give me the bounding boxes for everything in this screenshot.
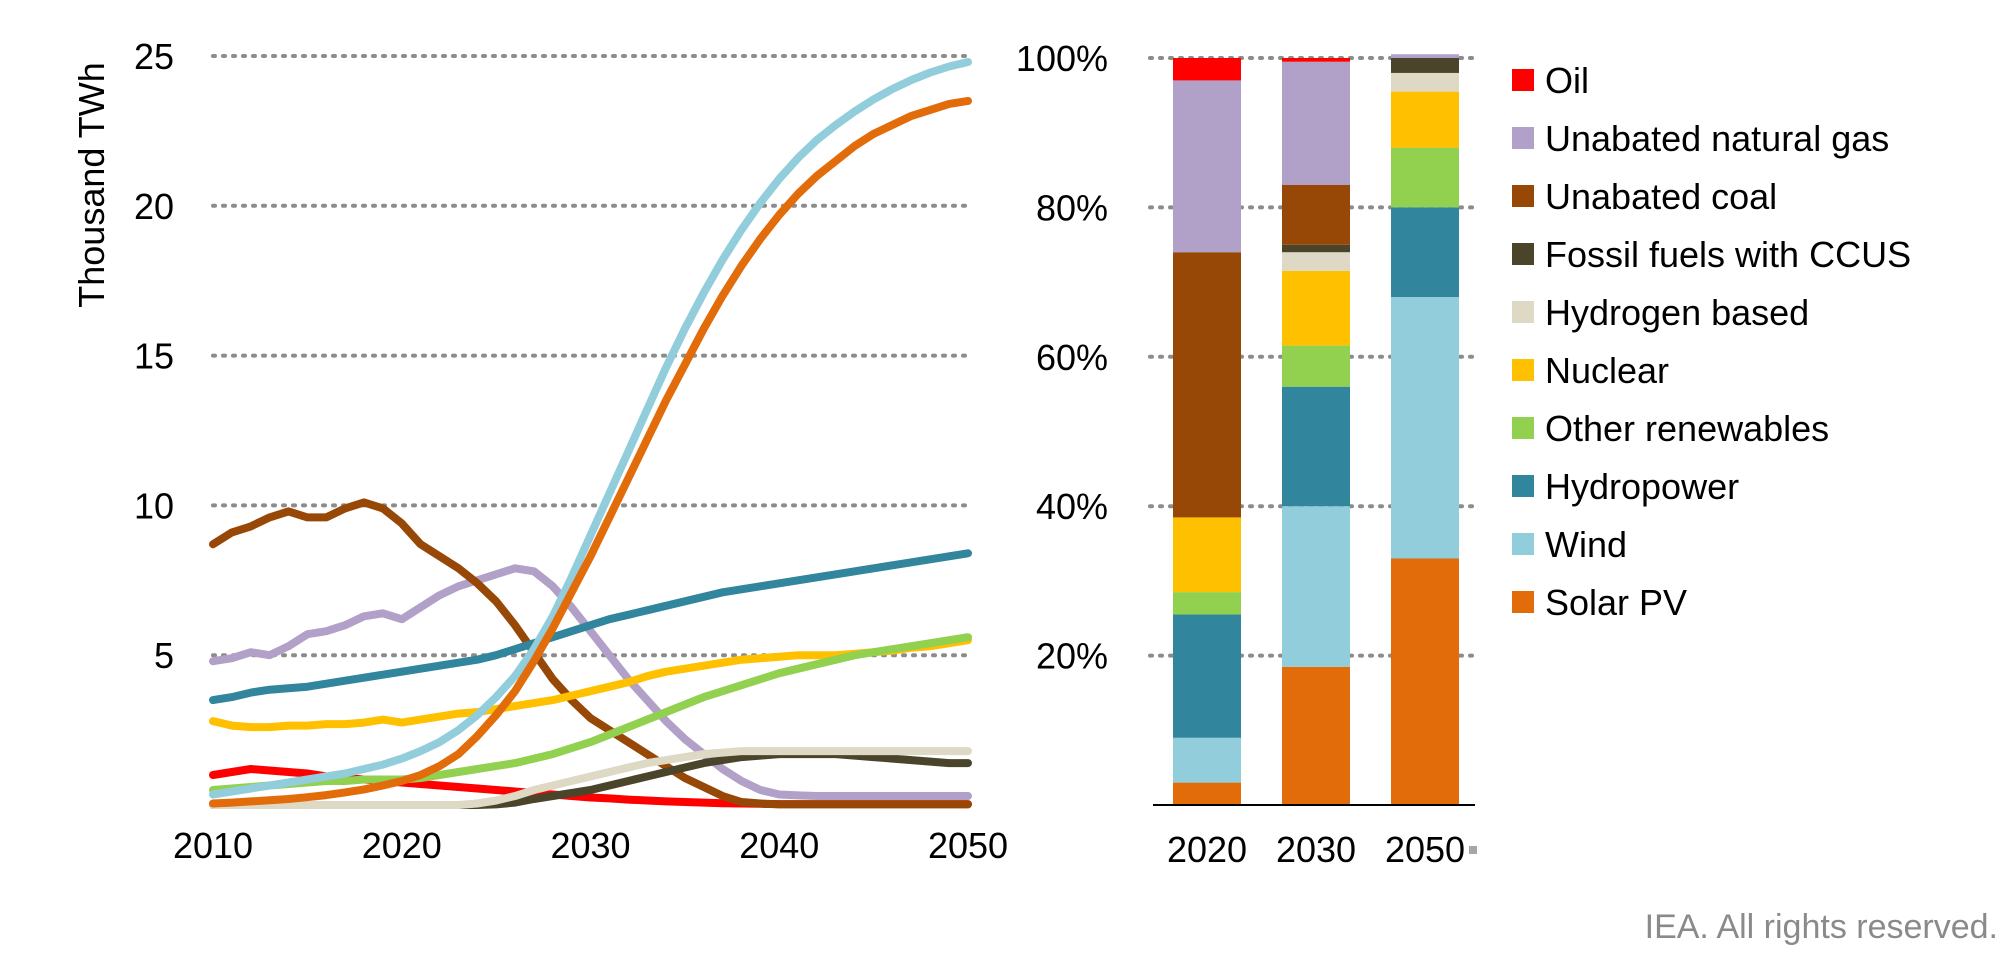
bar-segment-solar-pv-2050 <box>1391 558 1459 805</box>
legend-label: Hydropower <box>1545 466 1739 507</box>
bar-segment-unabated-natural-gas-2050 <box>1391 54 1459 58</box>
bar-segment-unabated-coal-2030 <box>1282 184 1350 245</box>
legend-label: Wind <box>1545 524 1627 565</box>
legend-label: Solar PV <box>1545 582 1687 623</box>
line-chart-y-tick-labels: 5 10 15 20 25 <box>134 36 174 676</box>
line-chart-y-tick-label: 15 <box>134 336 174 377</box>
bar-segment-other-renewables-2030 <box>1282 345 1350 387</box>
bar-chart-bars <box>1173 54 1459 805</box>
line-chart-y-axis-title: Thousand TWh <box>71 62 112 307</box>
line-series-other-renewables <box>209 633 972 794</box>
legend-label: Nuclear <box>1545 350 1669 391</box>
line-chart-x-tick-label: 2030 <box>550 825 630 866</box>
line-series-solar-pv <box>209 96 972 808</box>
legend-item-nuclear: Nuclear <box>1512 350 1669 391</box>
legend: Oil Unabated natural gas Unabated coal Foss… <box>1512 60 1911 623</box>
bar-segment-nuclear-2050 <box>1391 91 1459 148</box>
legend-item-wind: Wind <box>1512 524 1627 565</box>
bar-chart-x-tick-label: 2020 <box>1167 829 1247 870</box>
legend-swatch <box>1512 533 1534 555</box>
bar-segment-wind-2050 <box>1391 297 1459 559</box>
bar-segment-nuclear-2020 <box>1173 517 1241 593</box>
bar-segment-wind-2020 <box>1173 737 1241 783</box>
legend-swatch <box>1512 69 1534 91</box>
bar-segment-fossil-fuels-with-ccus-2030 <box>1282 244 1350 253</box>
legend-label: Hydrogen based <box>1545 292 1809 333</box>
copyright-notice: IEA. All rights reserved. <box>1644 908 1998 946</box>
legend-swatch <box>1512 185 1534 207</box>
bar-segment-oil-2030 <box>1282 58 1350 62</box>
bar-segment-unabated-natural-gas-2020 <box>1173 80 1241 253</box>
legend-label: Other renewables <box>1545 408 1829 449</box>
legend-swatch <box>1512 591 1534 613</box>
line-chart-y-tick-label: 25 <box>134 36 174 77</box>
line-chart-x-tick-label: 2050 <box>928 825 1008 866</box>
legend-swatch <box>1512 301 1534 323</box>
line-chart: 5 10 15 20 25 2010 2020 2030 2040 2050 Thousand … <box>71 36 1008 866</box>
legend-item-hydropower: Hydropower <box>1512 466 1739 507</box>
line-chart-y-tick-label: 5 <box>154 635 174 676</box>
bar-segment-wind-2030 <box>1282 506 1350 667</box>
legend-item-solar-pv: Solar PV <box>1512 582 1687 623</box>
line-chart-x-tick-label: 2040 <box>739 825 819 866</box>
bar-segment-nuclear-2030 <box>1282 270 1350 346</box>
bar-segment-oil-2020 <box>1173 58 1241 81</box>
bar-chart-x-tick-label: 2030 <box>1276 829 1356 870</box>
line-series-hydropower <box>209 549 972 705</box>
bar-segment-hydrogen-based-2050 <box>1391 72 1459 92</box>
bar-segment-hydropower-2050 <box>1391 207 1459 298</box>
line-chart-y-tick-label: 20 <box>134 186 174 227</box>
legend-label: Fossil fuels with CCUS <box>1545 234 1911 275</box>
bar-segment-solar-pv-2030 <box>1282 666 1350 805</box>
bar-segment-hydropower-2030 <box>1282 386 1350 507</box>
legend-swatch <box>1512 475 1534 497</box>
bar-chart: 20% 40% 60% 80% 100% 2020 2030 2050 <box>1016 38 1480 870</box>
line-series-unabated-coal <box>209 498 972 809</box>
legend-label: Unabated coal <box>1545 176 1777 217</box>
legend-item-oil: Oil <box>1512 60 1589 101</box>
line-chart-x-tick-label: 2020 <box>362 825 442 866</box>
legend-item-fossil-fuels-with-ccus: Fossil fuels with CCUS <box>1512 234 1911 275</box>
bar-chart-x-tick-labels: 2020 2030 2050 <box>1167 829 1465 870</box>
line-chart-y-tick-label: 10 <box>134 485 174 526</box>
bar-segment-other-renewables-2050 <box>1391 147 1459 208</box>
bar-chart-y-tick-label: 80% <box>1036 187 1108 228</box>
bar-segment-fossil-fuels-with-ccus-2050 <box>1391 58 1459 73</box>
line-series-unabated-natural-gas <box>209 564 972 800</box>
legend-item-unabated-natural-gas: Unabated natural gas <box>1512 118 1889 159</box>
bar-segment-hydrogen-based-2030 <box>1282 252 1350 271</box>
legend-item-unabated-coal: Unabated coal <box>1512 176 1777 217</box>
legend-swatch <box>1512 417 1534 439</box>
bar-segment-hydropower-2020 <box>1173 614 1241 738</box>
bar-chart-x-tick-label: 2050 <box>1385 829 1465 870</box>
legend-swatch <box>1512 127 1534 149</box>
line-chart-x-tick-label: 2010 <box>173 825 253 866</box>
bar-segment-unabated-coal-2020 <box>1173 252 1241 518</box>
bar-chart-y-tick-labels: 20% 40% 60% 80% 100% <box>1016 38 1108 677</box>
line-series-wind <box>209 58 972 799</box>
small-marker-icon <box>1469 846 1477 854</box>
line-chart-series <box>209 58 972 809</box>
line-chart-x-tick-labels: 2010 2020 2030 2040 2050 <box>173 825 1008 866</box>
legend-label: Unabated natural gas <box>1545 118 1889 159</box>
bar-chart-y-tick-label: 20% <box>1036 636 1108 677</box>
bar-segment-unabated-natural-gas-2030 <box>1282 61 1350 185</box>
legend-item-other-renewables: Other renewables <box>1512 408 1829 449</box>
legend-swatch <box>1512 359 1534 381</box>
legend-item-hydrogen-based: Hydrogen based <box>1512 292 1809 333</box>
legend-label: Oil <box>1545 60 1589 101</box>
bar-chart-y-tick-label: 40% <box>1036 486 1108 527</box>
legend-swatch <box>1512 243 1534 265</box>
line-series-hydrogen-based <box>209 747 972 809</box>
bar-chart-y-tick-label: 60% <box>1036 337 1108 378</box>
bar-segment-other-renewables-2020 <box>1173 592 1241 615</box>
bar-segment-solar-pv-2020 <box>1173 782 1241 805</box>
bar-chart-y-tick-label: 100% <box>1016 38 1108 79</box>
